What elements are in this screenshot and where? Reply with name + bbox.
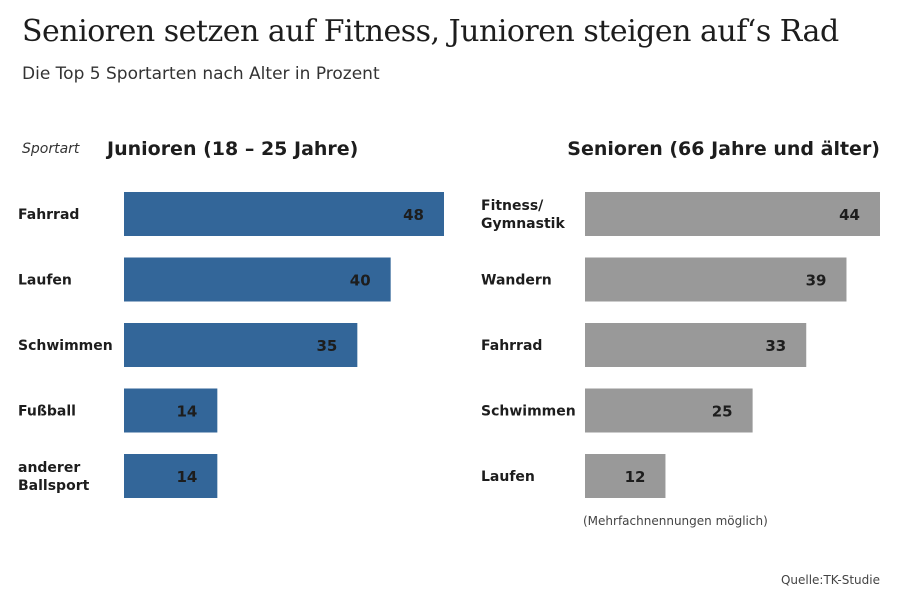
junioren-header: Junioren (18 – 25 Jahre) [107, 138, 359, 160]
junioren-value-schwimmen: 35 [316, 337, 337, 355]
senioren-bar-schwimmen [585, 388, 753, 433]
junioren-bar-fahrrad [124, 192, 444, 236]
junioren-category-fahrrad: Fahrrad [18, 207, 79, 223]
senioren-category-laufen: Laufen [481, 469, 535, 485]
senioren-bar-wandern [585, 257, 847, 302]
chart-title: Senioren setzen auf Fitness, Junioren st… [22, 14, 839, 49]
junioren-value-anderer-ballsport: 14 [176, 468, 197, 486]
senioren-category-wandern: Wandern [481, 273, 552, 289]
junioren-category-anderer-ballsport: anderer Ballsport [18, 460, 90, 494]
source-note: Quelle:TK-Studie [780, 573, 880, 587]
category-axis-label: Sportart [22, 141, 80, 157]
junioren-bar-schwimmen [124, 323, 358, 367]
junioren-value-laufen: 40 [350, 272, 371, 290]
senioren-category-schwimmen: Schwimmen [481, 404, 576, 420]
senioren-category-fitness-gymnastik: Fitness/Gymnastik [481, 198, 565, 232]
senioren-value-schwimmen: 25 [712, 403, 733, 421]
junioren-category-fussball: Fußball [18, 404, 76, 420]
junioren-bar-laufen [124, 257, 391, 302]
junioren-value-fussball: 14 [176, 403, 197, 421]
senioren-value-fahrrad: 33 [765, 337, 786, 355]
junioren-bar-fussball [124, 388, 218, 433]
senioren-bar-laufen [585, 454, 666, 498]
junioren-bar-anderer-ballsport [124, 454, 218, 498]
senioren-header: Senioren (66 Jahre und älter) [567, 138, 880, 160]
senioren-value-laufen: 12 [625, 468, 646, 486]
senioren-value-wandern: 39 [806, 272, 827, 290]
junioren-category-schwimmen: Schwimmen [18, 338, 113, 354]
senioren-value-fitness-gymnastik: 44 [839, 206, 860, 224]
junioren-value-fahrrad: 48 [403, 206, 424, 224]
senioren-bar-fahrrad [585, 323, 807, 367]
chart-subtitle: Die Top 5 Sportarten nach Alter in Proze… [22, 64, 380, 84]
senioren-category-fahrrad: Fahrrad [481, 338, 542, 354]
junioren-category-laufen: Laufen [18, 273, 72, 289]
senioren-bar-fitness-gymnastik [585, 192, 880, 236]
footnote: (Mehrfachnennungen möglich) [583, 514, 768, 528]
